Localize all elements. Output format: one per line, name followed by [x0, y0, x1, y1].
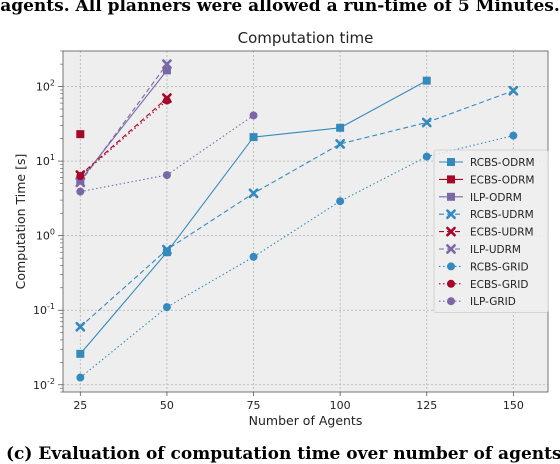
data-point-rcbs-grid [249, 252, 258, 261]
data-point-rcbs-grid [76, 373, 85, 382]
series-line-ecbs-grid [79, 100, 168, 177]
legend-entry-rcbs-udrm: RCBS-UDRM [439, 209, 534, 221]
x-tick-label: 25 [73, 399, 87, 412]
chart-title: Computation time [238, 29, 374, 47]
data-point-rcbs-udrm [508, 85, 519, 96]
legend-entry-ecbs-odrm: ECBS-ODRM [439, 174, 534, 186]
legend-label: ECBS-GRID [470, 279, 528, 291]
legend: RCBS-ODRM ECBS-ODRM ILP-ODRM RCBS-UDRM ECBS-… [433, 149, 549, 314]
data-point-ilp-grid [249, 111, 258, 120]
data-point-ilp-udrm [75, 177, 86, 188]
y-tick-label: 102 [36, 79, 55, 94]
data-point-rcbs-grid [162, 303, 171, 312]
data-point-ilp-grid [76, 187, 85, 196]
legend-label: ILP-ODRM [470, 192, 522, 204]
data-point-rcbs-odrm [249, 133, 258, 142]
data-point-ilp-grid [162, 171, 171, 180]
y-minor-ticks [60, 50, 63, 393]
tick-labels: 25 50 75 100 125 150 10-2 10-1 100 101 102 [33, 79, 524, 412]
legend-marker [447, 262, 455, 271]
legend-label: ILP-GRID [470, 296, 516, 308]
data-point-rcbs-udrm [75, 321, 86, 332]
legend-label: RCBS-ODRM [470, 157, 535, 169]
legend-label: RCBS-UDRM [470, 209, 534, 221]
series-ilp-grid [76, 111, 258, 196]
y-tick-label: 10-1 [33, 302, 55, 317]
series-rcbs-udrm [75, 85, 519, 332]
series-rcbs-grid [76, 131, 518, 382]
data-point-rcbs-udrm [335, 139, 346, 149]
series-line-rcbs-udrm [79, 90, 514, 328]
legend-entry-ilp-grid: ILP-GRID [439, 296, 516, 308]
data-point-rcbs-odrm [422, 76, 431, 85]
data-point-ilp-odrm [162, 66, 171, 75]
x-tick-label: 125 [416, 399, 437, 412]
series-ecbs-grid [76, 96, 171, 181]
x-tick-label: 100 [330, 399, 351, 412]
series-rcbs-odrm [76, 76, 431, 358]
legend-marker [447, 158, 455, 166]
y-tick-label: 100 [36, 228, 55, 243]
y-tick-label: 101 [36, 153, 55, 168]
x-axis-label: Number of Agents [249, 413, 363, 428]
legend-marker [446, 209, 456, 220]
legend-entry-ilp-udrm: ILP-UDRM [439, 244, 521, 256]
legend-entry-ilp-odrm: ILP-ODRM [439, 192, 522, 204]
data-point-ecbs-odrm [76, 130, 85, 139]
data-point-rcbs-udrm [248, 188, 259, 199]
data-point-rcbs-odrm [76, 349, 85, 358]
legend-marker [447, 279, 455, 288]
legend-marker [447, 175, 455, 184]
legend-label: RCBS-GRID [470, 261, 529, 273]
data-point-ecbs-grid [76, 172, 85, 181]
figure-caption-bottom: (c) Evaluation of computation time over … [6, 444, 560, 464]
legend-entry-rcbs-grid: RCBS-GRID [439, 261, 529, 273]
data-point-rcbs-grid [336, 197, 345, 206]
data-point-rcbs-udrm [162, 244, 172, 255]
legend-marker [446, 244, 456, 254]
data-point-rcbs-odrm [162, 248, 171, 257]
y-tick-label: 10-2 [33, 377, 55, 392]
legend-label: ILP-UDRM [470, 244, 521, 256]
series-line-ilp-udrm [79, 63, 168, 183]
legend-label: ECBS-ODRM [470, 174, 534, 186]
x-tick-label: 75 [247, 399, 261, 412]
data-point-rcbs-udrm [421, 117, 432, 128]
series-ecbs-odrm [76, 130, 85, 139]
computation-time-chart: Computation time 25 50 75 100 125 150 10-2 10-1… [13, 29, 549, 428]
y-axis-label: Computation Time [s] [13, 154, 28, 290]
data-point-rcbs-grid [509, 131, 518, 140]
legend-marker [447, 297, 455, 306]
data-point-rcbs-grid [422, 152, 431, 161]
data-point-ecbs-grid [162, 96, 171, 105]
legend-entry-ecbs-grid: ECBS-GRID [439, 279, 528, 291]
figure-caption-top: agents. All planners were allowed a run-… [0, 0, 560, 16]
legend-entry-rcbs-odrm: RCBS-ODRM [439, 157, 535, 169]
series-line-rcbs-grid [79, 135, 514, 378]
x-tick-label: 50 [160, 399, 174, 412]
series-ilp-udrm [75, 59, 172, 188]
legend-entry-ecbs-udrm: ECBS-UDRM [439, 227, 534, 239]
data-point-ilp-udrm [162, 59, 172, 70]
legend-box [433, 149, 549, 314]
x-tick-label: 150 [503, 399, 524, 412]
legend-marker [446, 226, 456, 237]
legend-marker [447, 192, 455, 201]
legend-label: ECBS-UDRM [470, 227, 534, 239]
data-point-rcbs-odrm [336, 123, 345, 132]
